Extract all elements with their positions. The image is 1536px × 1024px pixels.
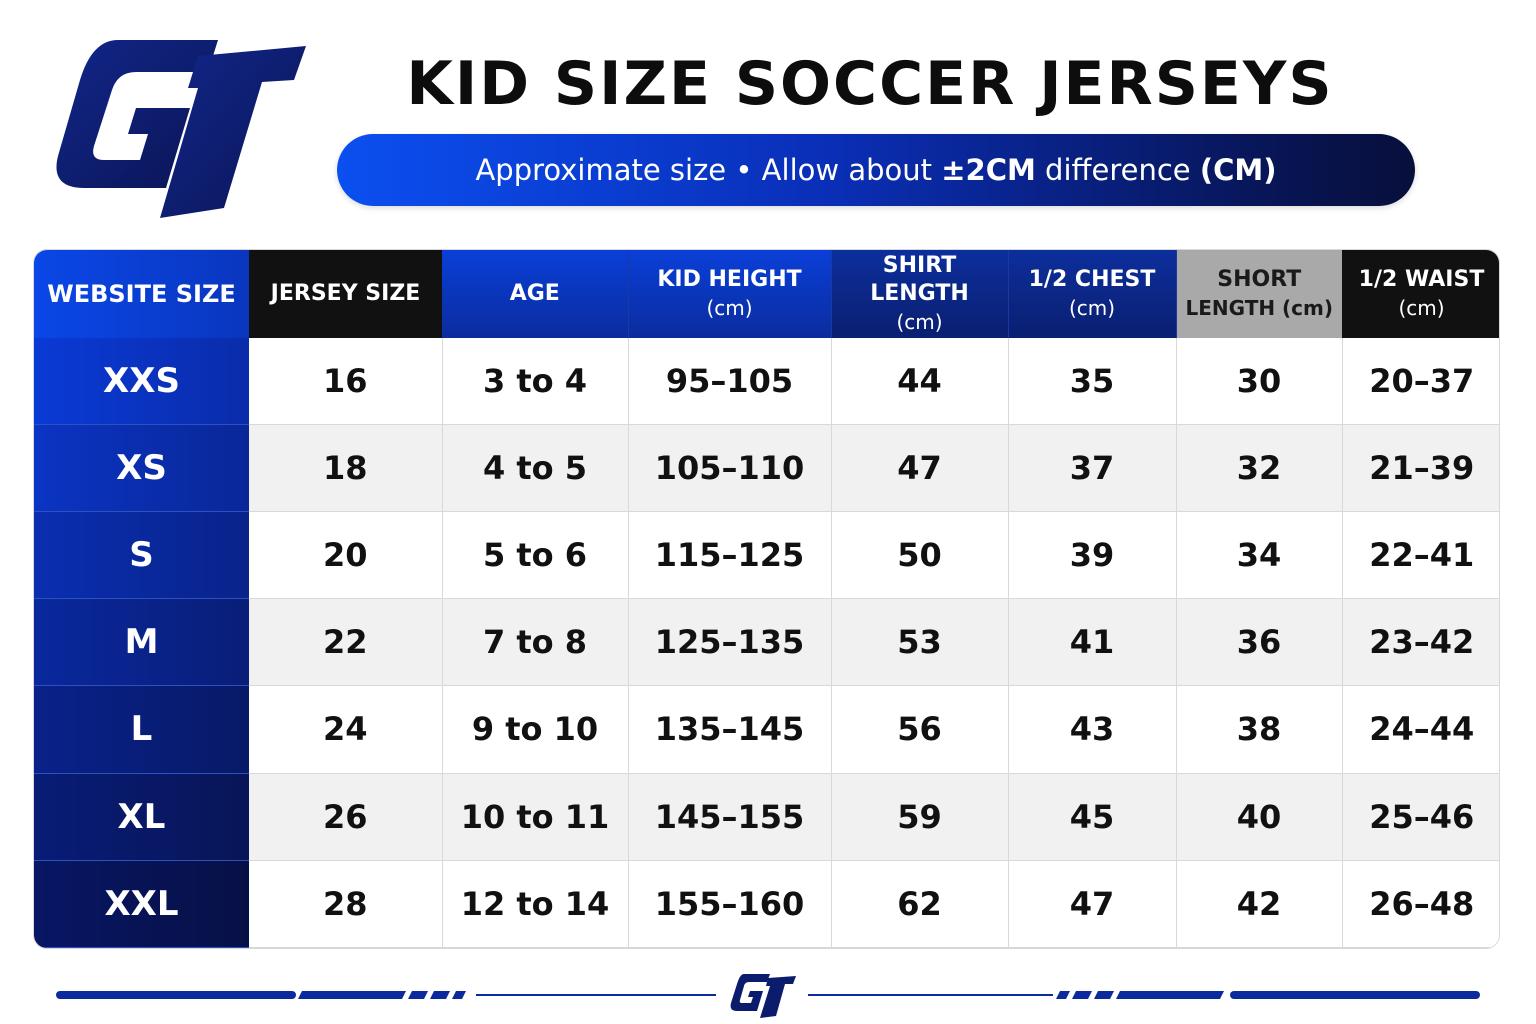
header-jersey-size: JERSEY SIZE [249,250,442,338]
page-title: KID SIZE SOCCER JERSEYS [406,49,1334,119]
cell-kid-height: 135–145 [628,685,832,774]
subtitle-unit: (CM) [1199,153,1277,187]
cell-shirt-length: 53 [831,598,1009,687]
header-short-length: SHORT LENGTH (cm) [1176,250,1342,338]
cell-half-chest: 35 [1008,338,1177,425]
cell-half-waist: 22–41 [1342,511,1499,600]
cell-short-length: 34 [1176,511,1343,600]
cell-half-waist: 23–42 [1342,598,1499,687]
cell-short-length: 38 [1176,685,1343,774]
cell-half-chest: 37 [1008,424,1177,512]
table-row: XXL 28 12 to 14 155–160 62 47 42 26–48 [34,860,1499,948]
cell-kid-height: 145–155 [628,773,832,861]
cell-kid-height: 115–125 [628,511,832,600]
header-half-waist: 1/2 WAIST (cm) [1342,250,1499,338]
cell-website-size: XXS [34,338,249,425]
cell-shirt-length: 59 [831,773,1009,861]
header-half-chest: 1/2 CHEST (cm) [1008,250,1177,338]
cell-short-length: 32 [1176,424,1343,512]
cell-short-length: 42 [1176,860,1343,948]
cell-website-size: XXL [34,860,249,948]
cell-kid-height: 105–110 [628,424,832,512]
cell-shirt-length: 62 [831,860,1009,948]
gt-logo [48,38,310,220]
cell-kid-height: 155–160 [628,860,832,948]
cell-half-waist: 24–44 [1342,685,1499,774]
header-shirt-length: SHIRT LENGTH (cm) [831,250,1009,338]
table-row: M 22 7 to 8 125–135 53 41 36 23–42 [34,598,1499,687]
cell-age: 9 to 10 [442,685,629,774]
cell-jersey-size: 18 [249,424,443,512]
size-chart-table: WEBSITE SIZE JERSEY SIZE AGE KID HEIGHT(… [33,249,1500,949]
cell-short-length: 36 [1176,598,1343,687]
cell-jersey-size: 24 [249,685,443,774]
cell-website-size: S [34,511,249,600]
cell-shirt-length: 50 [831,511,1009,600]
header-age: AGE [442,250,629,338]
subtitle-banner: Approximate size • Allow about ±2CM diff… [337,134,1415,206]
cell-short-length: 30 [1176,338,1343,425]
cell-half-waist: 26–48 [1342,860,1499,948]
cell-short-length: 40 [1176,773,1343,861]
cell-age: 7 to 8 [442,598,629,687]
table-row: S 20 5 to 6 115–125 50 39 34 22–41 [34,511,1499,600]
cell-age: 4 to 5 [442,424,629,512]
header-kid-height: KID HEIGHT (cm) [628,250,832,338]
cell-shirt-length: 44 [831,338,1009,425]
cell-website-size: M [34,598,249,687]
cell-website-size: XL [34,773,249,861]
cell-half-waist: 25–46 [1342,773,1499,861]
subtitle-text-2: difference [1035,153,1200,187]
footer-divider [56,968,1480,1024]
cell-half-waist: 20–37 [1342,338,1499,425]
cell-half-chest: 41 [1008,598,1177,687]
cell-kid-height: 95–105 [628,338,832,425]
cell-half-chest: 47 [1008,860,1177,948]
cell-shirt-length: 56 [831,685,1009,774]
cell-half-waist: 21–39 [1342,424,1499,512]
table-row: XL 26 10 to 11 145–155 59 45 40 25–46 [34,773,1499,861]
cell-jersey-size: 28 [249,860,443,948]
cell-kid-height: 125–135 [628,598,832,687]
cell-age: 3 to 4 [442,338,629,425]
header-row: WEBSITE SIZE JERSEY SIZE AGE KID HEIGHT(… [34,250,1499,338]
subtitle-text: Approximate size • Allow about [475,153,942,187]
cell-jersey-size: 16 [249,338,443,425]
cell-website-size: L [34,685,249,774]
cell-half-chest: 43 [1008,685,1177,774]
cell-half-chest: 45 [1008,773,1177,861]
cell-age: 10 to 11 [442,773,629,861]
cell-jersey-size: 20 [249,511,443,600]
cell-jersey-size: 26 [249,773,443,861]
table-row: XS 18 4 to 5 105–110 47 37 32 21–39 [34,424,1499,512]
table-row: XXS 16 3 to 4 95–105 44 35 30 20–37 [34,338,1499,425]
subtitle-tolerance: ±2CM [941,153,1036,187]
table-row: L 24 9 to 10 135–145 56 43 38 24–44 [34,685,1499,774]
header-website-size: WEBSITE SIZE [34,250,249,338]
cell-age: 5 to 6 [442,511,629,600]
cell-shirt-length: 47 [831,424,1009,512]
cell-website-size: XS [34,424,249,512]
cell-jersey-size: 22 [249,598,443,687]
cell-half-chest: 39 [1008,511,1177,600]
cell-age: 12 to 14 [442,860,629,948]
